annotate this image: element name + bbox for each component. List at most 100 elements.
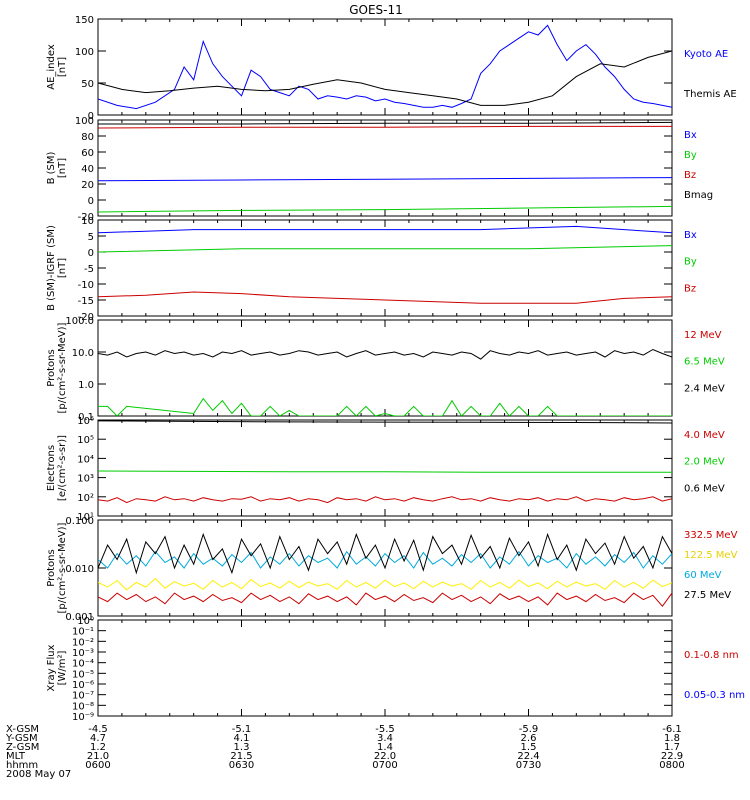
x-row-value: 22.9 xyxy=(661,751,683,762)
y-axis-label: [nT] xyxy=(57,57,68,77)
y-tick-label: 0 xyxy=(88,111,94,122)
legend-label: 4.0 MeV xyxy=(684,430,725,441)
y-tick-label: 150 xyxy=(75,15,94,26)
series-line-bmag xyxy=(98,121,672,125)
y-tick-label: 20 xyxy=(81,180,94,191)
y-tick-label: 0.010 xyxy=(65,564,94,575)
x-row-value: 1.3 xyxy=(234,742,250,753)
series-line-27-5-mev xyxy=(98,532,672,575)
y-tick-label: -10 xyxy=(78,280,94,291)
series-line-by xyxy=(98,205,672,213)
y-tick-label: 10 xyxy=(81,216,94,227)
y-tick-label: 10⁻² xyxy=(72,637,94,648)
series-line-122-5-mev xyxy=(98,577,672,591)
y-tick-label: 10⁻⁴ xyxy=(72,659,94,670)
x-row-value: 1.4 xyxy=(377,742,393,753)
legend-label: Kyoto AE xyxy=(684,49,728,60)
y-axis-label: Protons xyxy=(46,349,57,386)
panel-ae: 0 50 100 150 AE_index [nT] Kyoto AE Themis AE xyxy=(46,15,737,122)
y-axis-label: [p/(cm²-s-sr-MeV)] xyxy=(57,322,68,413)
x-row-value: -5.5 xyxy=(375,724,395,735)
x-row-value: 3.4 xyxy=(377,733,393,744)
panel-frame xyxy=(97,219,673,317)
y-axis-label: [p/(cm²-s-sr-MeV)] xyxy=(57,522,68,613)
y-tick-label: 10⁶ xyxy=(77,416,94,427)
legend-label: Themis AE xyxy=(683,89,737,100)
y-axis-label: [W/m²] xyxy=(57,650,68,685)
y-tick-label: 0.100 xyxy=(65,516,94,527)
legend-label: 332.5 MeV xyxy=(684,530,738,541)
series-line-60-mev xyxy=(98,550,672,569)
y-tick-label: 0 xyxy=(88,248,94,259)
panel-electrons: 10¹ 10² 10³ 10⁴ 10⁵ 10⁶ Electrons [e/(cm²-s-sr)… xyxy=(46,416,725,523)
legend-label: By xyxy=(684,150,697,161)
x-row-value: 21.0 xyxy=(87,751,109,762)
y-tick-label: 10⁻⁵ xyxy=(72,669,94,680)
y-tick-label: 10⁻⁸ xyxy=(72,701,94,712)
x-row-value: 4.7 xyxy=(90,733,106,744)
series-line-kyoto-ae xyxy=(98,24,672,110)
x-row-value: 0600 xyxy=(85,760,110,771)
series-line-bx xyxy=(98,225,672,234)
series-line-bz xyxy=(98,291,672,304)
y-tick-label: 100 xyxy=(75,116,94,127)
panel-frame xyxy=(97,119,673,217)
y-axis-label: Electrons xyxy=(46,445,57,491)
y-tick-label: 0.001 xyxy=(65,612,94,623)
panel-protons_lo: 0.001 0.010 0.100 Protons [p/(cm²-s-sr-MeV)]… xyxy=(46,516,738,623)
y-axis-label: [nT] xyxy=(57,158,68,178)
series-line-0-6-mev xyxy=(98,420,672,424)
x-row-value: 22.0 xyxy=(374,751,396,762)
legend-label: Bmag xyxy=(684,190,713,201)
y-tick-label: -15 xyxy=(78,296,94,307)
series-line-bx xyxy=(98,177,672,182)
y-axis-label: AE_index xyxy=(46,44,57,90)
y-tick-label: 80 xyxy=(81,132,94,143)
x-row-value: 0700 xyxy=(372,760,397,771)
y-tick-label: 10⁻³ xyxy=(72,648,94,659)
x-row-label: hhmm xyxy=(6,760,38,771)
y-tick-label: -5 xyxy=(84,264,94,275)
y-tick-label: 10⁻⁶ xyxy=(72,680,94,691)
legend-label: 2.0 MeV xyxy=(684,457,725,468)
y-tick-label: 60 xyxy=(81,148,94,159)
x-row-label: Y-GSM xyxy=(5,733,38,744)
y-tick-label: 10⁻⁷ xyxy=(72,691,94,702)
x-row-value: -4.5 xyxy=(88,724,108,735)
y-tick-label: 10² xyxy=(77,493,94,504)
x-row-value: -5.1 xyxy=(232,724,252,735)
legend-label: Bx xyxy=(684,130,697,141)
x-row-value: 2.6 xyxy=(521,733,537,744)
series-line-6-5-mev xyxy=(98,397,672,416)
y-axis-label: B (SM)-IGRF (SM) xyxy=(46,225,57,311)
panel-protons_hi: 0.1 1.0 10.0 100.0 Protons [p/(cm²-s-sr-MeV)]… xyxy=(46,316,725,423)
plot-title: GOES-11 xyxy=(349,3,403,17)
y-tick-label: 10⁵ xyxy=(77,435,94,446)
x-row-value: 1.5 xyxy=(521,742,537,753)
series-line-bz xyxy=(98,125,672,129)
legend-label: 27.5 MeV xyxy=(684,590,731,601)
legend-label: 0.05-0.3 nm xyxy=(684,690,745,701)
legend-label: 122.5 MeV xyxy=(684,550,738,561)
panel-b: -20 0 20 40 60 80 100 B (SM) [nT] Bx By Bz Bmag xyxy=(46,116,713,223)
y-tick-label: 10³ xyxy=(77,474,94,485)
series-line-2-0-mev xyxy=(98,470,672,473)
panel-frame xyxy=(97,319,673,417)
x-row-label: Z-GSM xyxy=(6,742,39,753)
y-tick-label: 0.1 xyxy=(78,412,94,423)
legend-label: 0.1-0.8 nm xyxy=(684,650,739,661)
legend-label: By xyxy=(684,257,697,268)
date-label: 2008 May 07 xyxy=(6,769,71,780)
y-tick-label: 100 xyxy=(75,47,94,58)
y-tick-label: 40 xyxy=(81,164,94,175)
series-line-4-0-mev xyxy=(98,496,672,504)
y-axis-label: [nT] xyxy=(57,258,68,278)
y-tick-label: 50 xyxy=(81,79,94,90)
x-row-value: 1.2 xyxy=(90,742,106,753)
legend-label: Bz xyxy=(684,283,696,294)
legend-label: 60 MeV xyxy=(684,570,722,581)
y-tick-label: 5 xyxy=(88,232,94,243)
